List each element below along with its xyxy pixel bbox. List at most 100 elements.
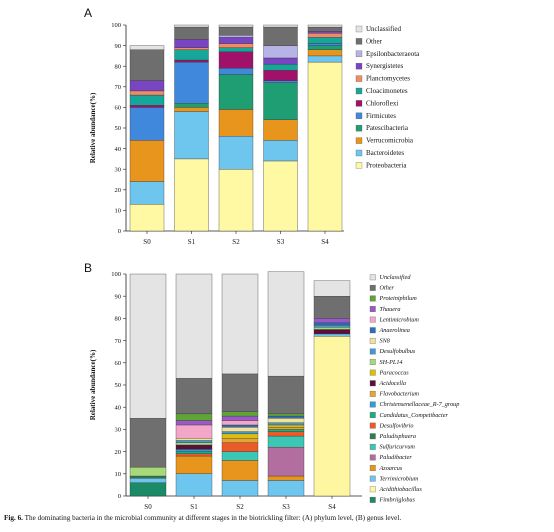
legend-label: Acidocella xyxy=(379,380,406,387)
legend-swatch xyxy=(355,38,363,45)
legend-label: Cloacimonetes xyxy=(366,87,408,95)
bar-segment-s3-verrucomicrobia xyxy=(263,119,298,141)
bar-segment-s2-desulfobulbus xyxy=(221,431,259,435)
y-tick-label: 40 xyxy=(115,404,122,411)
legend-label: Christensenellaceae_R-7_group xyxy=(380,401,460,408)
bar-segment-s2-cloacimonetes xyxy=(218,47,254,52)
y-tick-label: 80 xyxy=(115,63,122,70)
legend-label: Other xyxy=(380,285,395,292)
bar-segment-s1-azoarcus xyxy=(175,455,213,474)
y-tick-label: 80 xyxy=(115,316,122,323)
y-axis-label: Relative abundance(%) xyxy=(89,349,97,420)
bar-segment-s3-other xyxy=(263,26,298,46)
x-tick-label: S4 xyxy=(328,503,336,511)
legend-label: Synergistetes xyxy=(366,62,403,70)
legend-label: Epsilonbacteraeota xyxy=(366,50,420,58)
bar-segment-s0-firmicutes xyxy=(129,107,165,141)
bar-segment-s4-firmicutes xyxy=(307,43,343,46)
bar-segment-s1-chloroflexi xyxy=(174,59,209,63)
bar-segment-s4-unclassified xyxy=(307,24,343,28)
bar-segment-s1-verrucomicrobia xyxy=(174,107,209,112)
bar-segment-s3-cloacimonetes xyxy=(263,63,298,71)
bar-segment-s2-desulfovibrio xyxy=(221,442,259,452)
bar-segment-s3-desulfobulbus xyxy=(267,422,305,426)
bar-segment-s3-epsilonbacteraeota xyxy=(263,45,298,59)
legend-swatch xyxy=(369,380,376,387)
bar-segment-s1-firmicutes xyxy=(174,61,209,104)
legend-swatch xyxy=(369,306,376,312)
bar-segment-s4-acidithiobacillus xyxy=(313,335,351,497)
bar-segment-s4-desulfobulbus xyxy=(313,324,351,328)
legend-swatch xyxy=(355,137,363,144)
bar-segment-s1-unclassified xyxy=(174,24,209,28)
bar-segment-s0-unclassified xyxy=(129,273,167,419)
bar-segment-s2-bacteroidetes xyxy=(218,136,254,170)
legend-label: Proteiniphilum xyxy=(379,295,418,302)
bar-segment-s1-candidatus-competibacter xyxy=(175,451,213,454)
legend-swatch xyxy=(369,433,376,440)
y-tick-label: 50 xyxy=(115,382,122,389)
bar-segment-s0-chloroflexi xyxy=(129,105,165,108)
bar-segment-s0-unclassified xyxy=(129,45,165,50)
bar-segment-s3-paracoccus xyxy=(267,424,305,428)
legend-swatch xyxy=(355,63,363,70)
bar-segment-s3-other xyxy=(267,375,305,415)
bar-segment-s0-paludisphaera xyxy=(129,475,167,479)
bar-segment-s3-sulfuricurvum xyxy=(267,435,305,448)
y-tick-label: 90 xyxy=(115,293,122,300)
bar-segment-s4-bacteroidetes xyxy=(307,55,343,63)
legend-label: Firmicutes xyxy=(366,112,396,120)
legend-label: Flavobacterium xyxy=(379,391,420,398)
bar-segment-s1-unclassified xyxy=(175,273,213,379)
legend-swatch xyxy=(355,25,363,33)
legend-swatch xyxy=(369,465,376,471)
bar-segment-s1-sn8 xyxy=(175,438,213,441)
legend-swatch xyxy=(355,162,363,169)
panel-letter: B xyxy=(84,261,92,275)
bar-segment-s2-proteiniphilum xyxy=(221,411,259,417)
bar-segment-s3-candidatus-competibacter xyxy=(267,429,305,432)
legend-swatch xyxy=(369,443,376,450)
bar-segment-s2-thauera xyxy=(221,415,259,421)
bar-segment-s2-planctomycetes xyxy=(218,43,254,48)
legend-label: Lentimicrobium xyxy=(379,316,420,323)
bar-segment-s1-patescibacteria xyxy=(174,103,209,108)
bar-segment-s2-epsilonbacteraeota xyxy=(218,35,254,38)
chart-panel-a: A 0 10 20 30 40 50 60 70 80 90 100 Relative abundanc… xyxy=(84,6,420,246)
legend-label: Acidithiobacillus xyxy=(379,486,423,493)
figure-caption: Fig. 6. The dominating bacteria in the m… xyxy=(4,514,552,522)
bar-segment-s3-azoarcus xyxy=(267,475,305,481)
bar-segment-s3-chloroflexi xyxy=(263,70,298,81)
legend-swatch xyxy=(355,50,363,57)
bar-segment-s4-verrucomicrobia xyxy=(307,49,343,57)
bar-segment-s1-bacteroidetes xyxy=(174,111,209,160)
legend-label: Terrimicrobium xyxy=(380,475,419,482)
bar-segment-s4-terrimicrobium xyxy=(313,333,351,337)
bar-segment-s4-thauera xyxy=(313,318,351,324)
legend-label: Patescibacteria xyxy=(366,124,409,132)
y-tick-label: 0 xyxy=(118,228,121,235)
legend-swatch xyxy=(369,284,376,291)
bar-segment-s4-other xyxy=(313,296,351,319)
bar-segment-s2-unclassified xyxy=(221,273,259,375)
bar-segment-s4-proteobacteria xyxy=(307,61,343,232)
bar-segment-s2-anaerolinea xyxy=(221,424,259,428)
legend-swatch xyxy=(369,274,376,281)
bar-segment-s3-unclassified xyxy=(267,271,305,377)
bar-segment-s2-lentimicrobium xyxy=(221,420,259,426)
bar-segment-s2-firmicutes xyxy=(218,68,254,75)
x-tick-label: S1 xyxy=(188,238,196,246)
bar-segment-s0-terrimicrobium xyxy=(129,478,167,483)
y-tick-label: 0 xyxy=(118,493,121,500)
legend-swatch xyxy=(355,87,363,95)
legend-swatch xyxy=(369,327,376,334)
bar-segment-s0-other xyxy=(129,49,165,81)
legend-swatch xyxy=(369,337,376,344)
legend-label: Paludisphaera xyxy=(379,433,416,440)
bar-segment-s4-unclassified xyxy=(313,280,351,297)
bar-segment-s1-christensenellaceae-r-7-group xyxy=(175,449,213,452)
x-tick-label: S4 xyxy=(321,238,329,246)
bar-segment-s2-patescibacteria xyxy=(218,74,254,110)
legend-label: Desulfobulbus xyxy=(379,348,416,355)
